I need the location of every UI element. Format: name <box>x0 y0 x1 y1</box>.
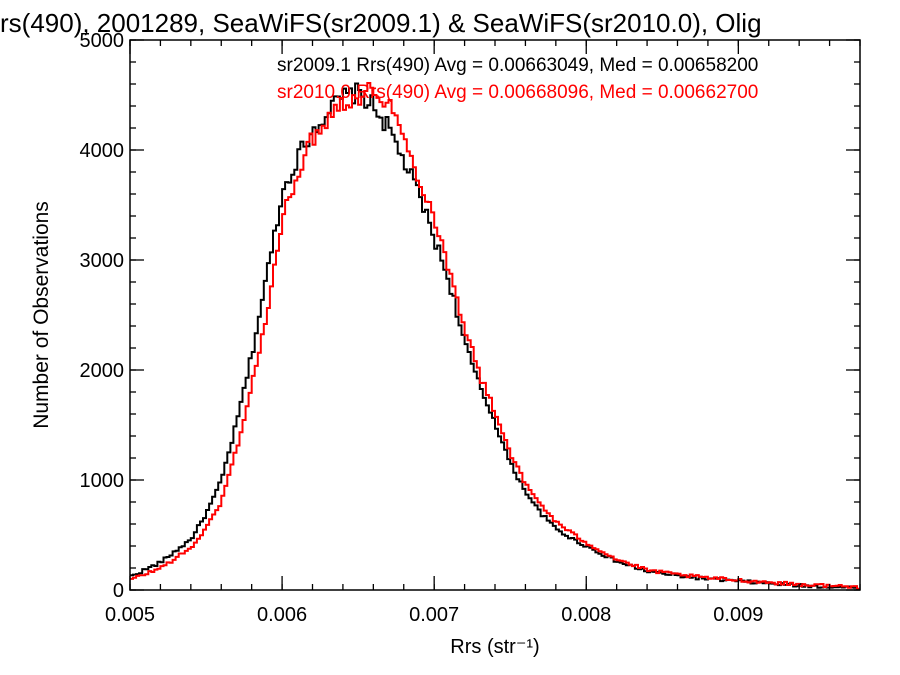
x-tick-label: 0.007 <box>409 604 459 626</box>
plot-frame <box>129 39 861 591</box>
y-tick-label: 5000 <box>80 30 125 52</box>
chart-title: rs(490), 2001289, SeaWiFS(sr2009.1) & Se… <box>0 8 762 38</box>
y-tick-label: 3000 <box>80 250 125 272</box>
tick-layer: 0.005 0.006 0.007 0.008 0.009 0 1000 2000 3000 40… <box>80 30 861 626</box>
y-tick-label: 4000 <box>80 140 125 162</box>
series-line-sr2009.1 <box>130 82 860 590</box>
x-tick-label: 0.009 <box>713 604 763 626</box>
y-tick-label: 2000 <box>80 360 125 382</box>
x-tick-label: 0.006 <box>257 604 307 626</box>
series-line-sr2010.0 <box>130 82 860 590</box>
annotation-sr2010: sr2010.0 Rrs(490) Avg = 0.00668096, Med … <box>277 82 758 103</box>
annotation-sr2009: sr2009.1 Rrs(490) Avg = 0.00663049, Med … <box>277 55 758 76</box>
x-tick-label: 0.008 <box>561 604 611 626</box>
x-tick-label: 0.005 <box>105 604 155 626</box>
y-tick-label: 1000 <box>80 470 125 492</box>
y-tick-label: 0 <box>113 580 124 602</box>
x-axis-label: Rrs (str⁻¹) <box>450 636 539 658</box>
y-axis-label: Number of Observations <box>30 201 53 429</box>
series-layer <box>130 82 860 590</box>
